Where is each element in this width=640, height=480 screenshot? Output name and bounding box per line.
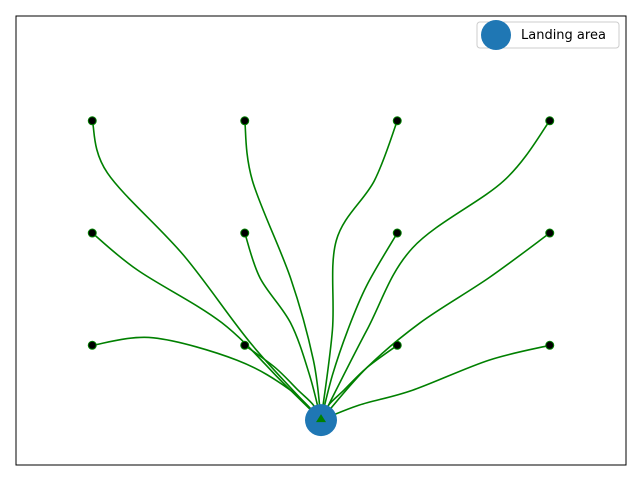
legend: Landing area [476, 20, 620, 50]
start-point-9 [87, 340, 97, 350]
start-point-6 [240, 228, 250, 238]
start-point-11 [392, 340, 402, 350]
legend-marker [481, 20, 511, 50]
trajectory-line-2 [244, 120, 322, 421]
start-point-5 [87, 228, 97, 238]
trajectory-line-8 [320, 232, 551, 421]
start-point-1 [87, 116, 97, 126]
landing-group [305, 404, 337, 437]
start-point-3 [392, 116, 402, 126]
start-point-2 [240, 116, 250, 126]
legend-label: Landing area [521, 28, 606, 43]
trajectory-group [91, 120, 551, 421]
plot-frame [15, 15, 627, 466]
trajectory-line-4 [320, 120, 551, 421]
start-point-10 [240, 340, 250, 350]
trajectory-line-7 [320, 232, 398, 421]
trajectory-line-12 [320, 344, 550, 421]
trajectory-line-9 [92, 336, 322, 421]
trajectory-line-6 [244, 232, 322, 421]
plot-background [16, 16, 626, 465]
start-point-12 [545, 340, 555, 350]
trajectory-line-1 [91, 120, 322, 421]
start-point-7 [392, 228, 402, 238]
trajectory-line-3 [320, 120, 399, 421]
landing-arrowhead [316, 414, 326, 423]
start-point-4 [545, 116, 555, 126]
start-point-8 [545, 228, 555, 238]
legend-box [476, 21, 620, 49]
start-point-group [87, 116, 555, 350]
